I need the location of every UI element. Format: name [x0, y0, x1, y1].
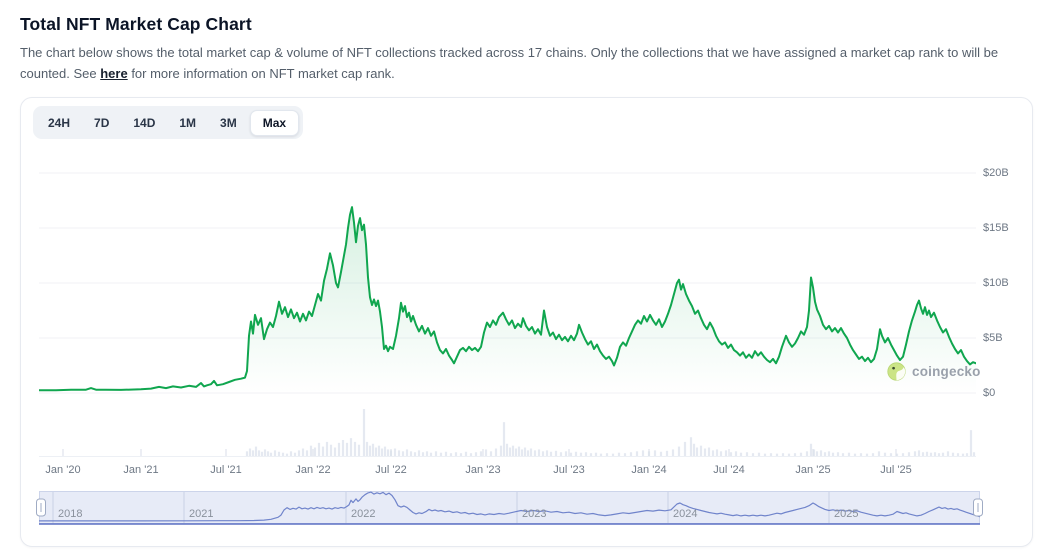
- navigator-year-label: 2021: [189, 508, 214, 521]
- y-axis-label: $0: [983, 387, 996, 400]
- x-axis-label: Jan '25: [795, 464, 831, 477]
- x-axis-label: Jul '23: [553, 464, 585, 477]
- y-axis-label: $20B: [983, 167, 1009, 180]
- page-description: The chart below shows the total market c…: [20, 42, 1032, 84]
- x-axis-label: Jan '22: [295, 464, 331, 477]
- range-button-max[interactable]: Max: [249, 109, 300, 136]
- description-text: The chart below shows the total market c…: [20, 45, 999, 82]
- navigator-left-handle[interactable]: [36, 498, 46, 517]
- y-axis-label: $10B: [983, 277, 1009, 290]
- range-navigator[interactable]: [36, 491, 983, 525]
- navigator-year-label: 2022: [351, 508, 376, 521]
- x-axis-label: Jul '22: [375, 464, 407, 477]
- x-axis-label: Jan '21: [123, 464, 159, 477]
- here-link[interactable]: here: [100, 66, 128, 82]
- x-axis-label: Jul '24: [713, 464, 745, 477]
- watermark-label: coingecko: [912, 364, 981, 380]
- range-button-14d[interactable]: 14D: [122, 111, 166, 135]
- page-title: Total NFT Market Cap Chart: [20, 14, 252, 34]
- chart-card: 24H 7D 14D 1M 3M Max coingecko $0 $5B $10B…: [20, 97, 1033, 548]
- navigator-year-label: 2025: [834, 508, 859, 521]
- y-axis-label: $15B: [983, 222, 1009, 235]
- time-range-selector: 24H 7D 14D 1M 3M Max: [33, 106, 304, 140]
- range-button-1m[interactable]: 1M: [168, 111, 207, 135]
- x-axis-label: Jul '25: [880, 464, 912, 477]
- x-axis-label: Jan '23: [465, 464, 501, 477]
- market-cap-chart[interactable]: [39, 160, 976, 458]
- range-button-24h[interactable]: 24H: [37, 111, 81, 135]
- y-axis-label: $5B: [983, 332, 1003, 345]
- x-axis-label: Jan '24: [631, 464, 667, 477]
- navigator-year-label: 2018: [58, 508, 83, 521]
- coingecko-logo-icon: [887, 362, 906, 381]
- range-button-7d[interactable]: 7D: [83, 111, 120, 135]
- x-axis-label: Jul '21: [210, 464, 242, 477]
- navigator-year-label: 2023: [522, 508, 547, 521]
- x-axis-label: Jan '20: [45, 464, 81, 477]
- coingecko-watermark: coingecko: [887, 362, 981, 381]
- navigator-right-handle[interactable]: [973, 498, 983, 517]
- range-button-3m[interactable]: 3M: [209, 111, 248, 135]
- navigator-year-label: 2024: [673, 508, 698, 521]
- description-text-after: for more information on NFT market cap r…: [127, 66, 395, 82]
